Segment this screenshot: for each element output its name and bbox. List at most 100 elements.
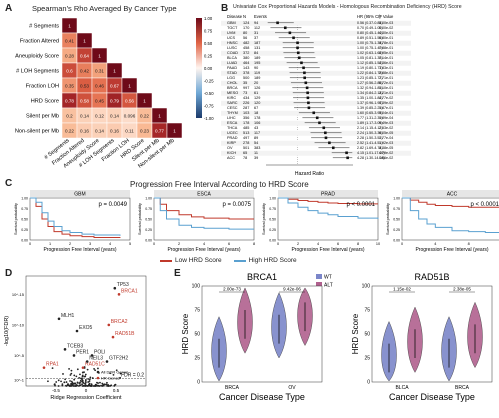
km-xtick: 3 (89, 242, 91, 246)
forest-point (324, 131, 327, 135)
km-xtick: 6 (228, 242, 230, 246)
forest-pvalue: 2.71e-01 (379, 76, 393, 80)
forest-disease: ESCA (227, 121, 238, 125)
violin-xlabel: Cancer Disease Type (219, 392, 305, 402)
forest-hr-text: 1.60 (0.65-3.95) (357, 111, 383, 115)
volcano-gene-label: PER1 (76, 349, 89, 355)
panel-b-title: Univariate Cox Proportional Hazards Mode… (233, 4, 462, 10)
forest-events: 11 (254, 151, 258, 155)
forest-n: 287 (243, 106, 249, 110)
violin-pvalue: 9.42e-06 (283, 287, 301, 292)
km-xtick: 2 (69, 242, 71, 246)
volcano-point (97, 367, 99, 370)
volcano-point (84, 373, 87, 376)
volcano-point (60, 380, 62, 383)
forest-events: 61 (254, 91, 258, 95)
forest-pvalue: 1.66e-02 (379, 156, 393, 160)
volcano-point (69, 385, 71, 387)
forest-hr-text: 0.70 (0.49-1.00) (357, 26, 383, 30)
km-ytick: 0.00 (393, 239, 400, 243)
heatmap-cell-value: 0.23 (140, 129, 149, 134)
forest-pvalue: 1.10e-01 (379, 86, 393, 90)
heatmap-row-label: Fraction LOH (26, 84, 59, 90)
volcano-ytick: 10^-5 (14, 353, 25, 358)
heatmap-row-label: Non-silent per Mb (15, 129, 59, 135)
km-xtick: 2 (178, 242, 180, 246)
forest-n: 482 (243, 41, 249, 45)
forest-disease: LUSC (227, 46, 237, 50)
volcano-point (70, 369, 73, 372)
volcano-labeled-point (117, 293, 121, 296)
forest-n: 372 (243, 51, 249, 55)
forest-hr-text: 4.28 (1.30-14.08) (357, 156, 385, 160)
forest-row-band (221, 110, 411, 116)
heatmap-cell-value: 0.096 (124, 114, 136, 119)
km-xtick: 10 (376, 242, 380, 246)
forest-events: 18 (254, 111, 258, 115)
forest-point (283, 26, 287, 30)
volcano-point (87, 381, 90, 383)
volcano-labeled-point (42, 366, 46, 369)
km-curve (154, 197, 254, 230)
colorbar-tick: 0.75 (204, 29, 213, 34)
km-xtick: 6 (337, 242, 339, 246)
km-ylabel: Survival probability (262, 203, 266, 235)
km-curve (278, 197, 378, 205)
volcano-point (88, 380, 91, 382)
volcano-labeled-point (72, 354, 76, 357)
forest-events: 106 (254, 121, 260, 125)
forest-events: 89 (254, 136, 258, 140)
km-ytick: 0.75 (393, 207, 400, 211)
volcano-point (79, 379, 82, 382)
forest-hr-text: 1.19 (0.80-1.77) (357, 66, 383, 70)
volcano-point (84, 380, 87, 383)
forest-point (307, 101, 310, 105)
forest-n: 497 (243, 136, 249, 140)
forest-events: 94 (254, 21, 258, 25)
survival-curves: GBM p = 0.0049 0.00 0.25 0.50 0.75 1.00 0 1 2 3 4 5 P… (14, 190, 499, 253)
forest-n: 458 (243, 46, 249, 50)
heatmap-cell-value: 0.14 (95, 129, 104, 134)
volcano-point (103, 383, 106, 386)
heatmap-cell-value: 0.77 (155, 129, 164, 134)
forest-events: 189 (254, 56, 260, 60)
volcano-ytick: 10^-10 (12, 322, 25, 327)
forest-disease: HNSC (227, 41, 238, 45)
violin-title: BRCA1 (247, 272, 277, 282)
volcano-point (57, 379, 60, 382)
km-ytick: 0.50 (145, 218, 152, 222)
volcano-point (115, 369, 118, 372)
volcano-point (82, 385, 85, 387)
hazard-forest-plot: Disease N Events HR (95% CI)P Value GBM 124 94… (221, 14, 411, 176)
km-ytick: 0.25 (393, 228, 400, 232)
panel-d-letter: D (5, 268, 13, 279)
forest-pvalue: 9.05e-05 (379, 131, 393, 135)
forest-hr-text: 1.02 (0.63-1.62) (357, 51, 383, 55)
forest-events: 120 (254, 101, 260, 105)
km-xtick: 8 (357, 242, 359, 246)
forest-events: 383 (254, 146, 260, 150)
volcano-point (57, 385, 60, 387)
heatmap-cell-value: 1 (158, 114, 161, 119)
volcano-ylabel: -log10(FDR) (4, 316, 10, 346)
volcano-xtick: -0.5 (52, 388, 60, 393)
forest-disease: THCA (227, 126, 238, 130)
heatmap-row-label: Aneuploidy Score (15, 54, 59, 60)
volcano-point (61, 384, 64, 387)
panel-a-title: Spearman's Rho Averaged By Cancer Type (32, 4, 177, 13)
volcano-ytick: 10^-1 (14, 377, 25, 382)
km-xtick: 8 (468, 242, 470, 246)
km-xlabel: Progression Free Interval (years) (291, 247, 364, 253)
forest-disease: OV (227, 146, 233, 150)
forest-hr-text: 1.32 (0.94-1.85) (357, 86, 383, 90)
forest-events: 129 (254, 96, 260, 100)
volcano-point (78, 385, 80, 387)
panel-a-letter: A (5, 3, 13, 14)
volcano-point (73, 378, 76, 381)
volcano-point (91, 377, 94, 379)
volcano-point (79, 373, 81, 376)
km-ytick: 1.00 (269, 197, 276, 201)
volcano-point (86, 368, 89, 371)
volcano-point (96, 385, 98, 387)
heatmap-cell-value: 0.58 (80, 99, 89, 104)
